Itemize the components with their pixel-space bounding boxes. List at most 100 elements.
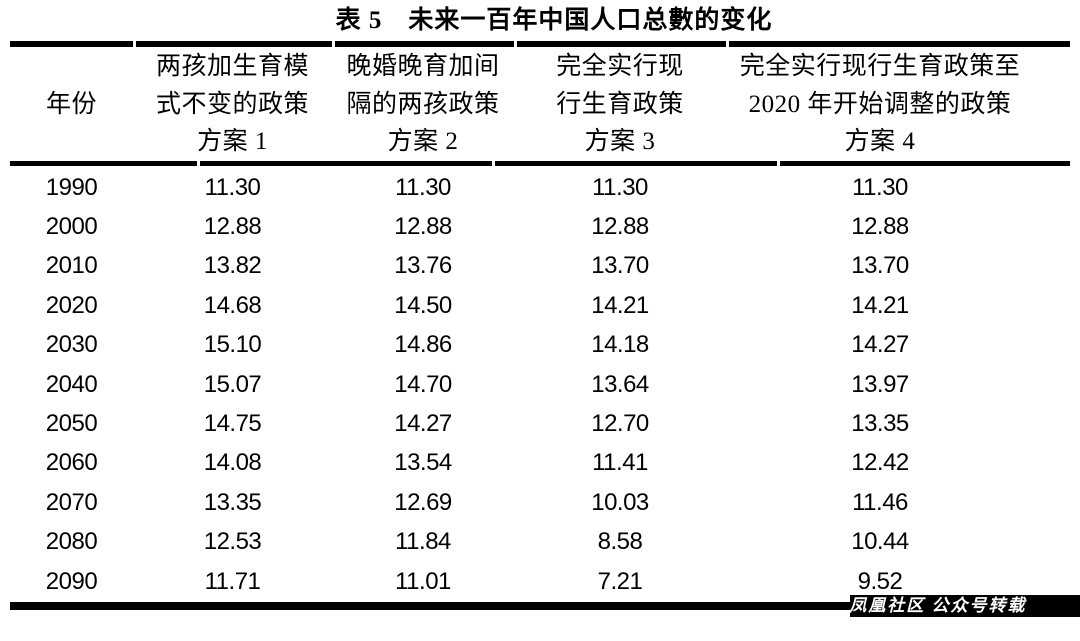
table-header-row: 年份 两孩加生育模 式不变的政策 方案 1 晚婚晚育加间 隔的两孩政策 方案 2 完全实行现行… [10, 48, 1070, 160]
value-cell: 11.30 [592, 173, 648, 201]
value-cell: 13.54 [394, 449, 452, 477]
column-header-plan2: 晚婚晚育加间 隔的两孩政策 方案 2 [332, 48, 514, 161]
year-cell: 2070 [45, 488, 98, 516]
value-cell: 12.88 [394, 213, 452, 241]
value-cell: 13.70 [851, 252, 909, 280]
value-cell: 14.21 [851, 291, 909, 319]
table-body: 1990 11.30 11.30 11.30 11.30 2000 12.88 12.88 12… [10, 168, 1070, 601]
column-header-line: 方案 1 [197, 128, 268, 155]
table-row: 2060 14.08 13.54 11.41 12.42 [10, 444, 1070, 483]
table-row: 2070 13.35 12.69 10.03 11.46 [10, 483, 1070, 522]
column-header-year: 年份 [10, 48, 133, 161]
year-cell: 2030 [45, 331, 98, 359]
value-cell: 8.58 [597, 528, 643, 556]
year-cell: 2000 [45, 213, 98, 241]
value-cell: 12.88 [591, 213, 649, 241]
value-cell: 11.71 [204, 567, 261, 595]
value-cell: 11.46 [852, 488, 908, 516]
table-row: 2010 13.82 13.76 13.70 13.70 [10, 247, 1070, 286]
rule-gap [777, 161, 780, 166]
value-cell: 11.30 [395, 173, 451, 201]
column-header-line: 方案 3 [584, 128, 656, 155]
value-cell: 14.27 [851, 331, 909, 359]
table-row: 2000 12.88 12.88 12.88 12.88 [10, 207, 1070, 246]
value-cell: 12.69 [394, 488, 452, 516]
rule-gap [332, 41, 335, 47]
value-cell: 13.76 [394, 252, 452, 280]
value-cell: 10.44 [851, 528, 909, 556]
value-cell: 14.70 [394, 370, 452, 398]
value-cell: 9.52 [857, 567, 903, 595]
value-cell: 13.35 [203, 488, 262, 516]
value-cell: 11.30 [204, 173, 261, 201]
table-row: 2030 15.10 14.86 14.18 14.27 [10, 326, 1070, 365]
column-header-plan3: 完全实行现行生育政策方案 3 [514, 48, 726, 161]
table-row: 2050 14.75 14.27 12.70 13.35 [10, 404, 1070, 443]
value-cell: 14.68 [203, 291, 262, 319]
value-cell: 10.03 [591, 488, 649, 516]
column-header-line: 式不变的政策 [155, 90, 309, 118]
year-cell: 2050 [45, 410, 98, 438]
value-cell: 11.01 [395, 567, 451, 595]
value-cell: 13.97 [851, 370, 909, 398]
value-cell: 13.82 [203, 252, 262, 280]
year-cell: 2020 [45, 291, 98, 319]
bottom-rule [10, 602, 1070, 610]
column-header-line: 行生育政策 [556, 90, 684, 118]
value-cell: 14.86 [394, 331, 452, 359]
column-header-line: 年份 [45, 90, 97, 118]
value-cell: 14.75 [203, 410, 262, 438]
year-cell: 2060 [45, 449, 98, 477]
top-rule [10, 41, 1070, 47]
year-cell: 2080 [45, 528, 98, 556]
column-header-line: 2020 年开始调整的政策 [748, 90, 1012, 118]
rule-gap [492, 161, 495, 166]
rule-gap [514, 41, 517, 47]
value-cell: 14.21 [591, 291, 649, 319]
year-cell: 2040 [45, 370, 98, 398]
value-cell: 12.88 [851, 213, 909, 241]
value-cell: 12.88 [203, 213, 262, 241]
year-cell: 1990 [45, 173, 98, 201]
table-row: 2090 11.71 11.01 7.21 9.52 [10, 562, 1070, 601]
value-cell: 7.21 [597, 567, 643, 595]
value-cell: 14.18 [591, 331, 649, 359]
column-header-line: 方案 4 [844, 128, 916, 155]
table-row: 2040 15.07 14.70 13.64 13.97 [10, 365, 1070, 404]
value-cell: 14.50 [394, 291, 452, 319]
rule-gap [726, 41, 729, 47]
table-title: 表 5 未来一百年中国人口总數的变化 [335, 7, 773, 34]
header-separator-rule [10, 161, 1070, 166]
value-cell: 14.27 [394, 410, 452, 438]
column-header-plan4: 完全实行现行生育政策至 2020 年开始调整的政策 方案 4 [726, 48, 1070, 161]
value-cell: 13.64 [591, 370, 649, 398]
column-header-line: 隔的两孩政策 [346, 90, 500, 118]
column-header-line: 两孩加生育模 [155, 53, 309, 80]
table-row: 1990 11.30 11.30 11.30 11.30 [10, 168, 1070, 207]
watermark: 凤凰社区 公众号转载 [850, 595, 1080, 617]
table-row: 2020 14.68 14.50 14.21 14.21 [10, 286, 1070, 325]
year-cell: 2010 [45, 252, 98, 280]
value-cell: 12.42 [851, 449, 909, 477]
value-cell: 12.53 [203, 528, 262, 556]
value-cell: 14.08 [203, 449, 262, 477]
column-header-line: 晚婚晚育加间 [346, 53, 500, 80]
watermark-text: 凤凰社区 公众号转载 [850, 596, 1031, 615]
value-cell: 15.10 [203, 331, 262, 359]
value-cell: 13.35 [851, 410, 909, 438]
column-header-line: 完全实行现行生育政策至 [739, 53, 1021, 80]
value-cell: 12.70 [591, 410, 649, 438]
column-header-plan1: 两孩加生育模 式不变的政策 方案 1 [133, 48, 332, 161]
column-header-line: 方案 2 [387, 128, 459, 155]
rule-gap [133, 41, 136, 47]
value-cell: 11.41 [592, 449, 648, 477]
rule-gap [197, 161, 200, 166]
value-cell: 11.84 [395, 528, 451, 556]
column-header-line: 完全实行现 [556, 53, 684, 80]
year-cell: 2090 [45, 567, 98, 595]
value-cell: 11.30 [852, 173, 908, 201]
value-cell: 15.07 [203, 370, 262, 398]
value-cell: 13.70 [591, 252, 649, 280]
table-row: 2080 12.53 11.84 8.58 10.44 [10, 523, 1070, 562]
